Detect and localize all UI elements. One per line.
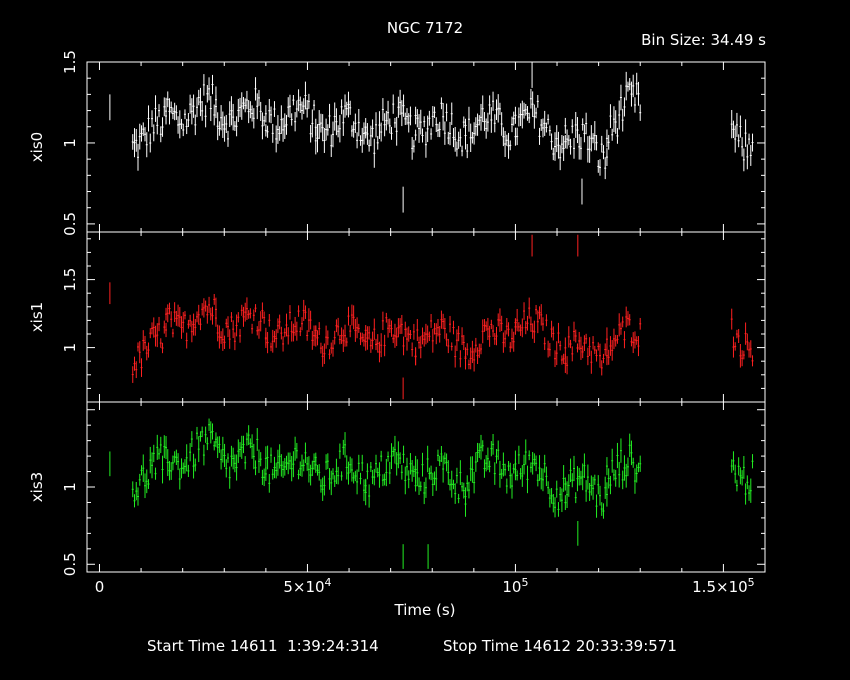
data-series-xis0 [109,62,754,213]
y-tick-label: 1 [61,343,79,353]
y-tick-label: 0.5 [61,212,79,236]
x-tick-label: 105 [502,576,528,596]
y-axis-label: xis3 [28,472,46,502]
chart-title: NGC 7172 [387,19,463,37]
x-tick-label: 0 [95,578,105,596]
y-tick-label: 1 [61,482,79,492]
y-axis-label: xis0 [28,132,46,162]
bin-size-label: Bin Size: 34.49 s [641,31,766,49]
stop-time-label: Stop Time 14612 20:33:39:571 [443,637,677,655]
x-tick-label: 5×104 [283,576,331,596]
data-series-xis1 [109,234,754,400]
panel-xis1: 1 1.5 xis1 [28,231,766,403]
panel-xis3: 0.5 1 xis3 [28,401,766,576]
data-series-xis3 [109,418,754,569]
x-tick-labels: 0 5×104 105 1.5×105 [95,576,755,596]
y-tick-label: 1.5 [61,268,79,292]
y-tick-label: 1.5 [61,50,79,74]
x-axis-label: Time (s) [394,601,456,619]
y-tick-label: 1 [61,138,79,148]
y-tick-label: 0.5 [61,552,79,576]
x-tick-label: 1.5×105 [692,576,755,596]
y-axis-label: xis1 [28,302,46,332]
panel-xis0: 0.5 1 1.5 xis0 [28,50,766,236]
start-time-label: Start Time 14611 1:39:24:314 [147,637,379,655]
panel-frame [86,231,766,403]
